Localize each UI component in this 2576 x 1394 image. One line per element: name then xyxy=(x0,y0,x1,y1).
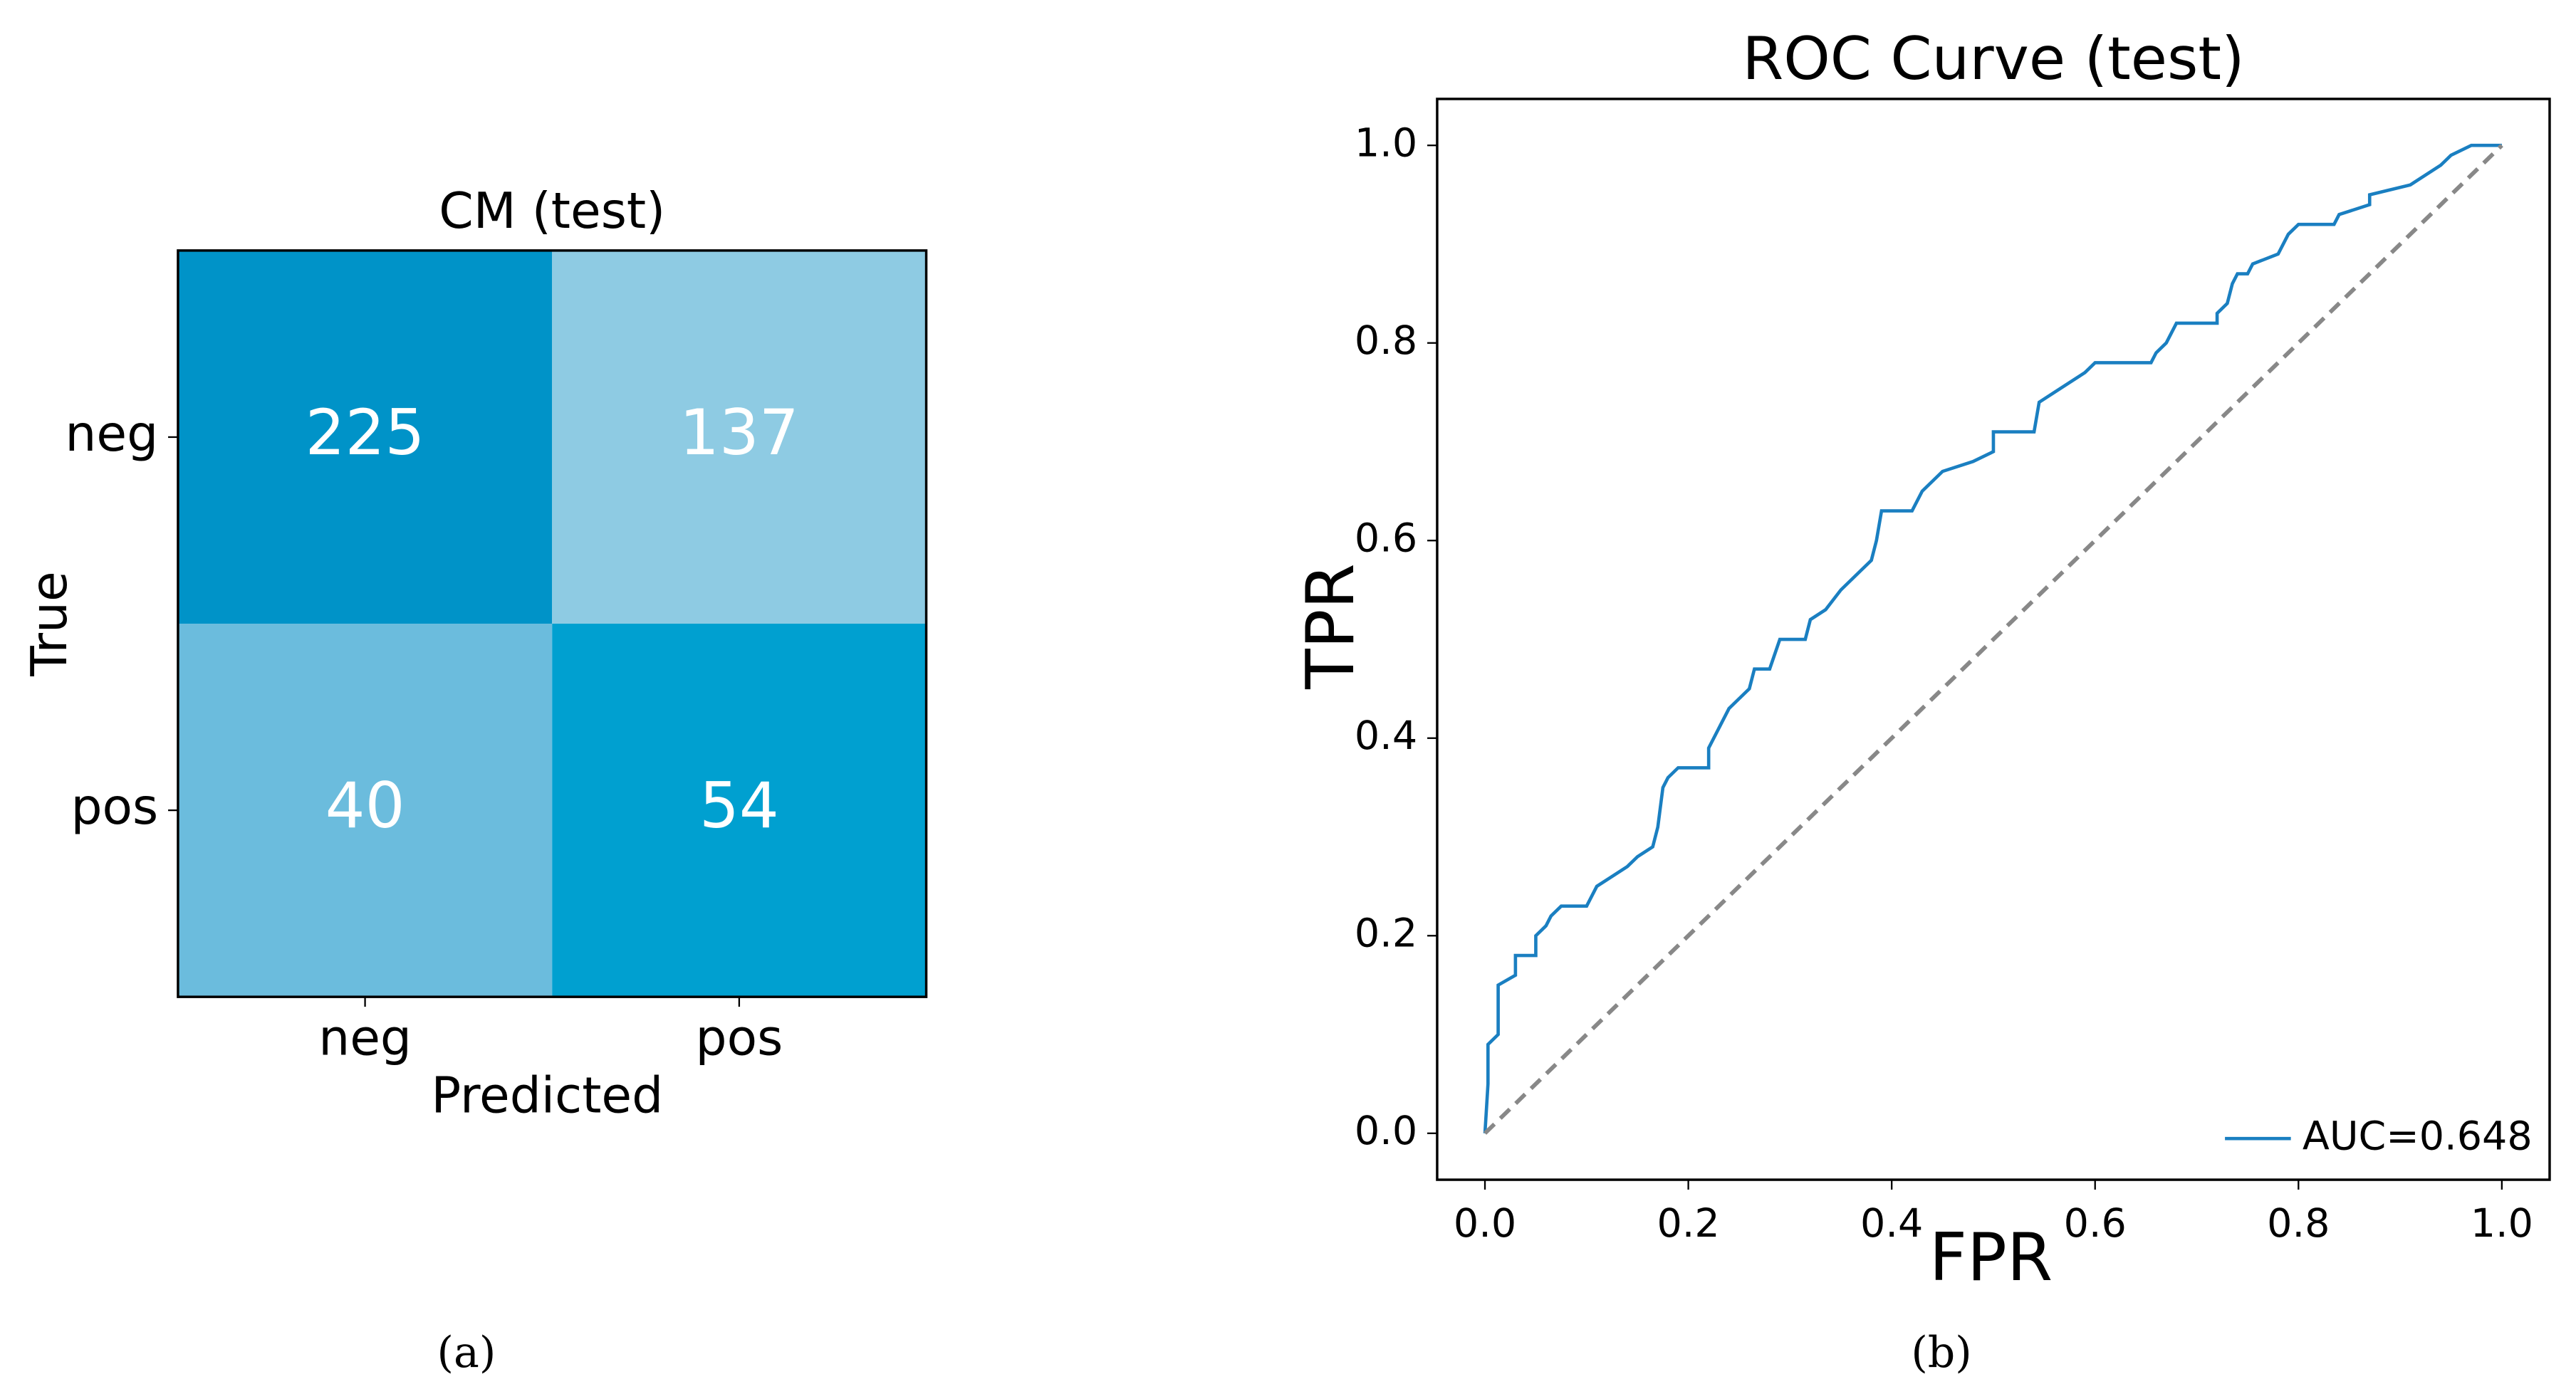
y-tick-label: 0.6 xyxy=(1355,515,1417,561)
cell xyxy=(552,624,927,997)
x-tick-label: 1.0 xyxy=(2471,1200,2533,1247)
x-tick-label: 0.0 xyxy=(1454,1200,1516,1247)
x-tick-label: 0.4 xyxy=(1860,1200,1923,1247)
y-tick-label: pos xyxy=(71,779,158,836)
x-tick-label: 0.2 xyxy=(1657,1200,1719,1247)
cell xyxy=(177,250,553,624)
chart-title: ROC Curve (test) xyxy=(1742,24,2244,93)
legend-label: AUC=0.648 xyxy=(2303,1113,2533,1159)
caption: (a) xyxy=(437,1328,496,1378)
x-tick-label: neg xyxy=(318,1010,412,1067)
y-tick-label: 0.0 xyxy=(1355,1108,1417,1154)
cell-label: 40 xyxy=(325,769,405,842)
cell xyxy=(552,250,927,624)
x-axis-label: Predicted xyxy=(431,1068,663,1125)
frame xyxy=(1436,98,2551,1181)
y-tick-label: 1.0 xyxy=(1355,120,1417,166)
y-tick-label: 0.8 xyxy=(1355,318,1417,364)
y-tick-label: neg xyxy=(65,406,158,463)
y-axis-label: TPR xyxy=(1292,563,1369,690)
frame xyxy=(177,249,928,998)
y-tick-label: 0.2 xyxy=(1355,910,1417,956)
y-tick-label: 0.4 xyxy=(1355,713,1417,759)
roc-line xyxy=(1483,143,2502,1133)
caption: (b) xyxy=(1911,1328,1971,1378)
y-axis-label: True xyxy=(21,571,78,676)
cell-label: 54 xyxy=(699,769,779,842)
x-tick-label: pos xyxy=(696,1010,783,1067)
x-tick-label: 0.6 xyxy=(2064,1200,2127,1247)
cell-label: 225 xyxy=(306,396,425,469)
x-tick-label: 0.8 xyxy=(2267,1200,2330,1247)
chart-title: CM (test) xyxy=(439,183,665,240)
x-axis-label: FPR xyxy=(1929,1219,2053,1296)
cell xyxy=(177,624,553,997)
cell-label: 137 xyxy=(679,396,799,469)
reference-line xyxy=(1483,144,2503,1135)
